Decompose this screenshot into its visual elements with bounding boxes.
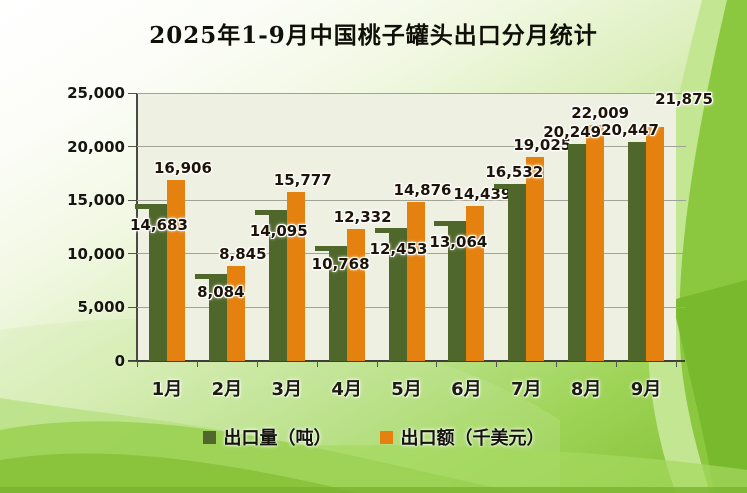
volume-bar-cap [314, 245, 334, 251]
month-label-1月: 1月 [151, 379, 183, 400]
data-label-value-6月: 14,439 [453, 185, 512, 204]
x-axis-tick [496, 361, 498, 367]
month-label-2月: 2月 [211, 379, 243, 400]
plot-area: 0 5,000 10,000 15,000 20,000 25,000 14,683 16,9… [67, 84, 713, 400]
y-axis-tick [128, 253, 136, 255]
bar-export-volume-8月 [568, 143, 587, 361]
bar-export-value-6月 [466, 206, 485, 361]
y-axis-tick-label: 15,000 [67, 191, 125, 210]
y-axis-tick-label: 0 [114, 352, 125, 370]
month-label-7月: 7月 [511, 379, 542, 400]
y-axis-tick [128, 146, 136, 148]
x-axis-tick [676, 361, 677, 367]
gridline [137, 92, 686, 94]
bar-export-volume-5月 [388, 227, 407, 361]
bar-export-value-4月 [346, 228, 365, 361]
x-axis-tick [616, 361, 618, 367]
month-label-8月: 8月 [570, 379, 602, 400]
legend-label: 出口量（吨） [223, 428, 332, 449]
month-label-9月: 9月 [630, 379, 662, 400]
bar-export-volume-1月 [148, 203, 167, 361]
bar-export-value-5月 [406, 201, 425, 361]
volume-bar-cap [254, 209, 274, 215]
data-label-volume-6月: 13,064 [429, 232, 488, 251]
gridline [137, 146, 686, 148]
data-label-value-1月: 16,906 [153, 158, 212, 177]
data-label-volume-1月: 14,683 [129, 215, 188, 234]
legend: 出口量（吨） 出口额（千美元） [0, 424, 747, 450]
x-axis-tick [196, 361, 198, 367]
month-label-6月: 6月 [451, 379, 482, 400]
bar-export-volume-3月 [268, 209, 287, 361]
bar-export-value-3月 [286, 191, 305, 361]
y-axis-tick-label: 20,000 [67, 137, 125, 156]
data-label-value-2月: 8,845 [219, 245, 267, 264]
month-label-3月: 3月 [271, 379, 302, 400]
chart-title: 2025年1-9月中国桃子罐头出口分月统计 [149, 22, 598, 49]
bar-export-value-9月 [646, 126, 665, 361]
legend-item: 出口量（吨） [202, 424, 332, 450]
legend-swatch-icon [379, 430, 393, 444]
volume-bar-cap [434, 220, 454, 226]
month-label-5月: 5月 [391, 379, 422, 400]
x-axis-tick [256, 361, 258, 367]
data-label-value-8月: 22,009 [571, 104, 630, 123]
bar-export-volume-6月 [448, 220, 467, 361]
x-axis-tick [137, 361, 138, 367]
gridline [137, 199, 686, 201]
bar-export-volume-7月 [508, 183, 527, 361]
data-label-volume-9月: 20,447 [601, 120, 659, 139]
x-axis-tick [376, 361, 378, 367]
y-axis-tick-label: 25,000 [67, 84, 125, 102]
data-label-volume-8月: 20,249 [543, 122, 602, 141]
y-axis-line [136, 93, 138, 362]
y-axis-tick [128, 92, 136, 94]
volume-bar-cap [374, 227, 394, 233]
y-axis-tick-label: 10,000 [67, 244, 125, 263]
y-axis-tick [128, 360, 136, 362]
data-label-volume-2月: 8,084 [197, 283, 245, 302]
x-axis-tick [436, 361, 438, 367]
legend-swatch-icon [202, 430, 216, 444]
bar-export-value-1月 [166, 179, 185, 361]
y-axis-tick-label: 5,000 [77, 298, 125, 317]
data-label-volume-5月: 12,453 [369, 239, 428, 258]
legend-item: 出口额（千美元） [379, 424, 545, 450]
volume-bar-cap [194, 274, 214, 280]
y-axis-tick [128, 306, 136, 308]
data-label-value-3月: 15,777 [273, 170, 332, 189]
volume-bar-cap [134, 203, 154, 209]
x-axis-tick [316, 361, 318, 367]
month-label-4月: 4月 [331, 379, 362, 400]
bar-export-volume-4月 [328, 245, 347, 361]
data-label-volume-4月: 10,768 [311, 254, 370, 273]
data-label-value-5月: 14,876 [393, 180, 452, 199]
data-label-volume-3月: 14,095 [249, 221, 308, 240]
data-label-value-9月: 21,875 [655, 89, 713, 108]
bar-export-value-7月 [526, 157, 545, 361]
x-axis-tick [556, 361, 558, 367]
bar-export-value-2月 [226, 266, 245, 361]
data-label-value-7月: 19,025 [513, 136, 572, 155]
y-axis-tick [128, 199, 136, 201]
bar-export-value-8月 [586, 125, 605, 361]
bar-export-volume-2月 [208, 274, 227, 361]
data-label-volume-7月: 16,532 [485, 162, 544, 181]
volume-bar-cap [494, 183, 514, 189]
legend-label: 出口额（千美元） [400, 428, 545, 449]
bar-export-volume-9月 [628, 141, 647, 361]
data-label-value-4月: 12,332 [333, 207, 392, 226]
